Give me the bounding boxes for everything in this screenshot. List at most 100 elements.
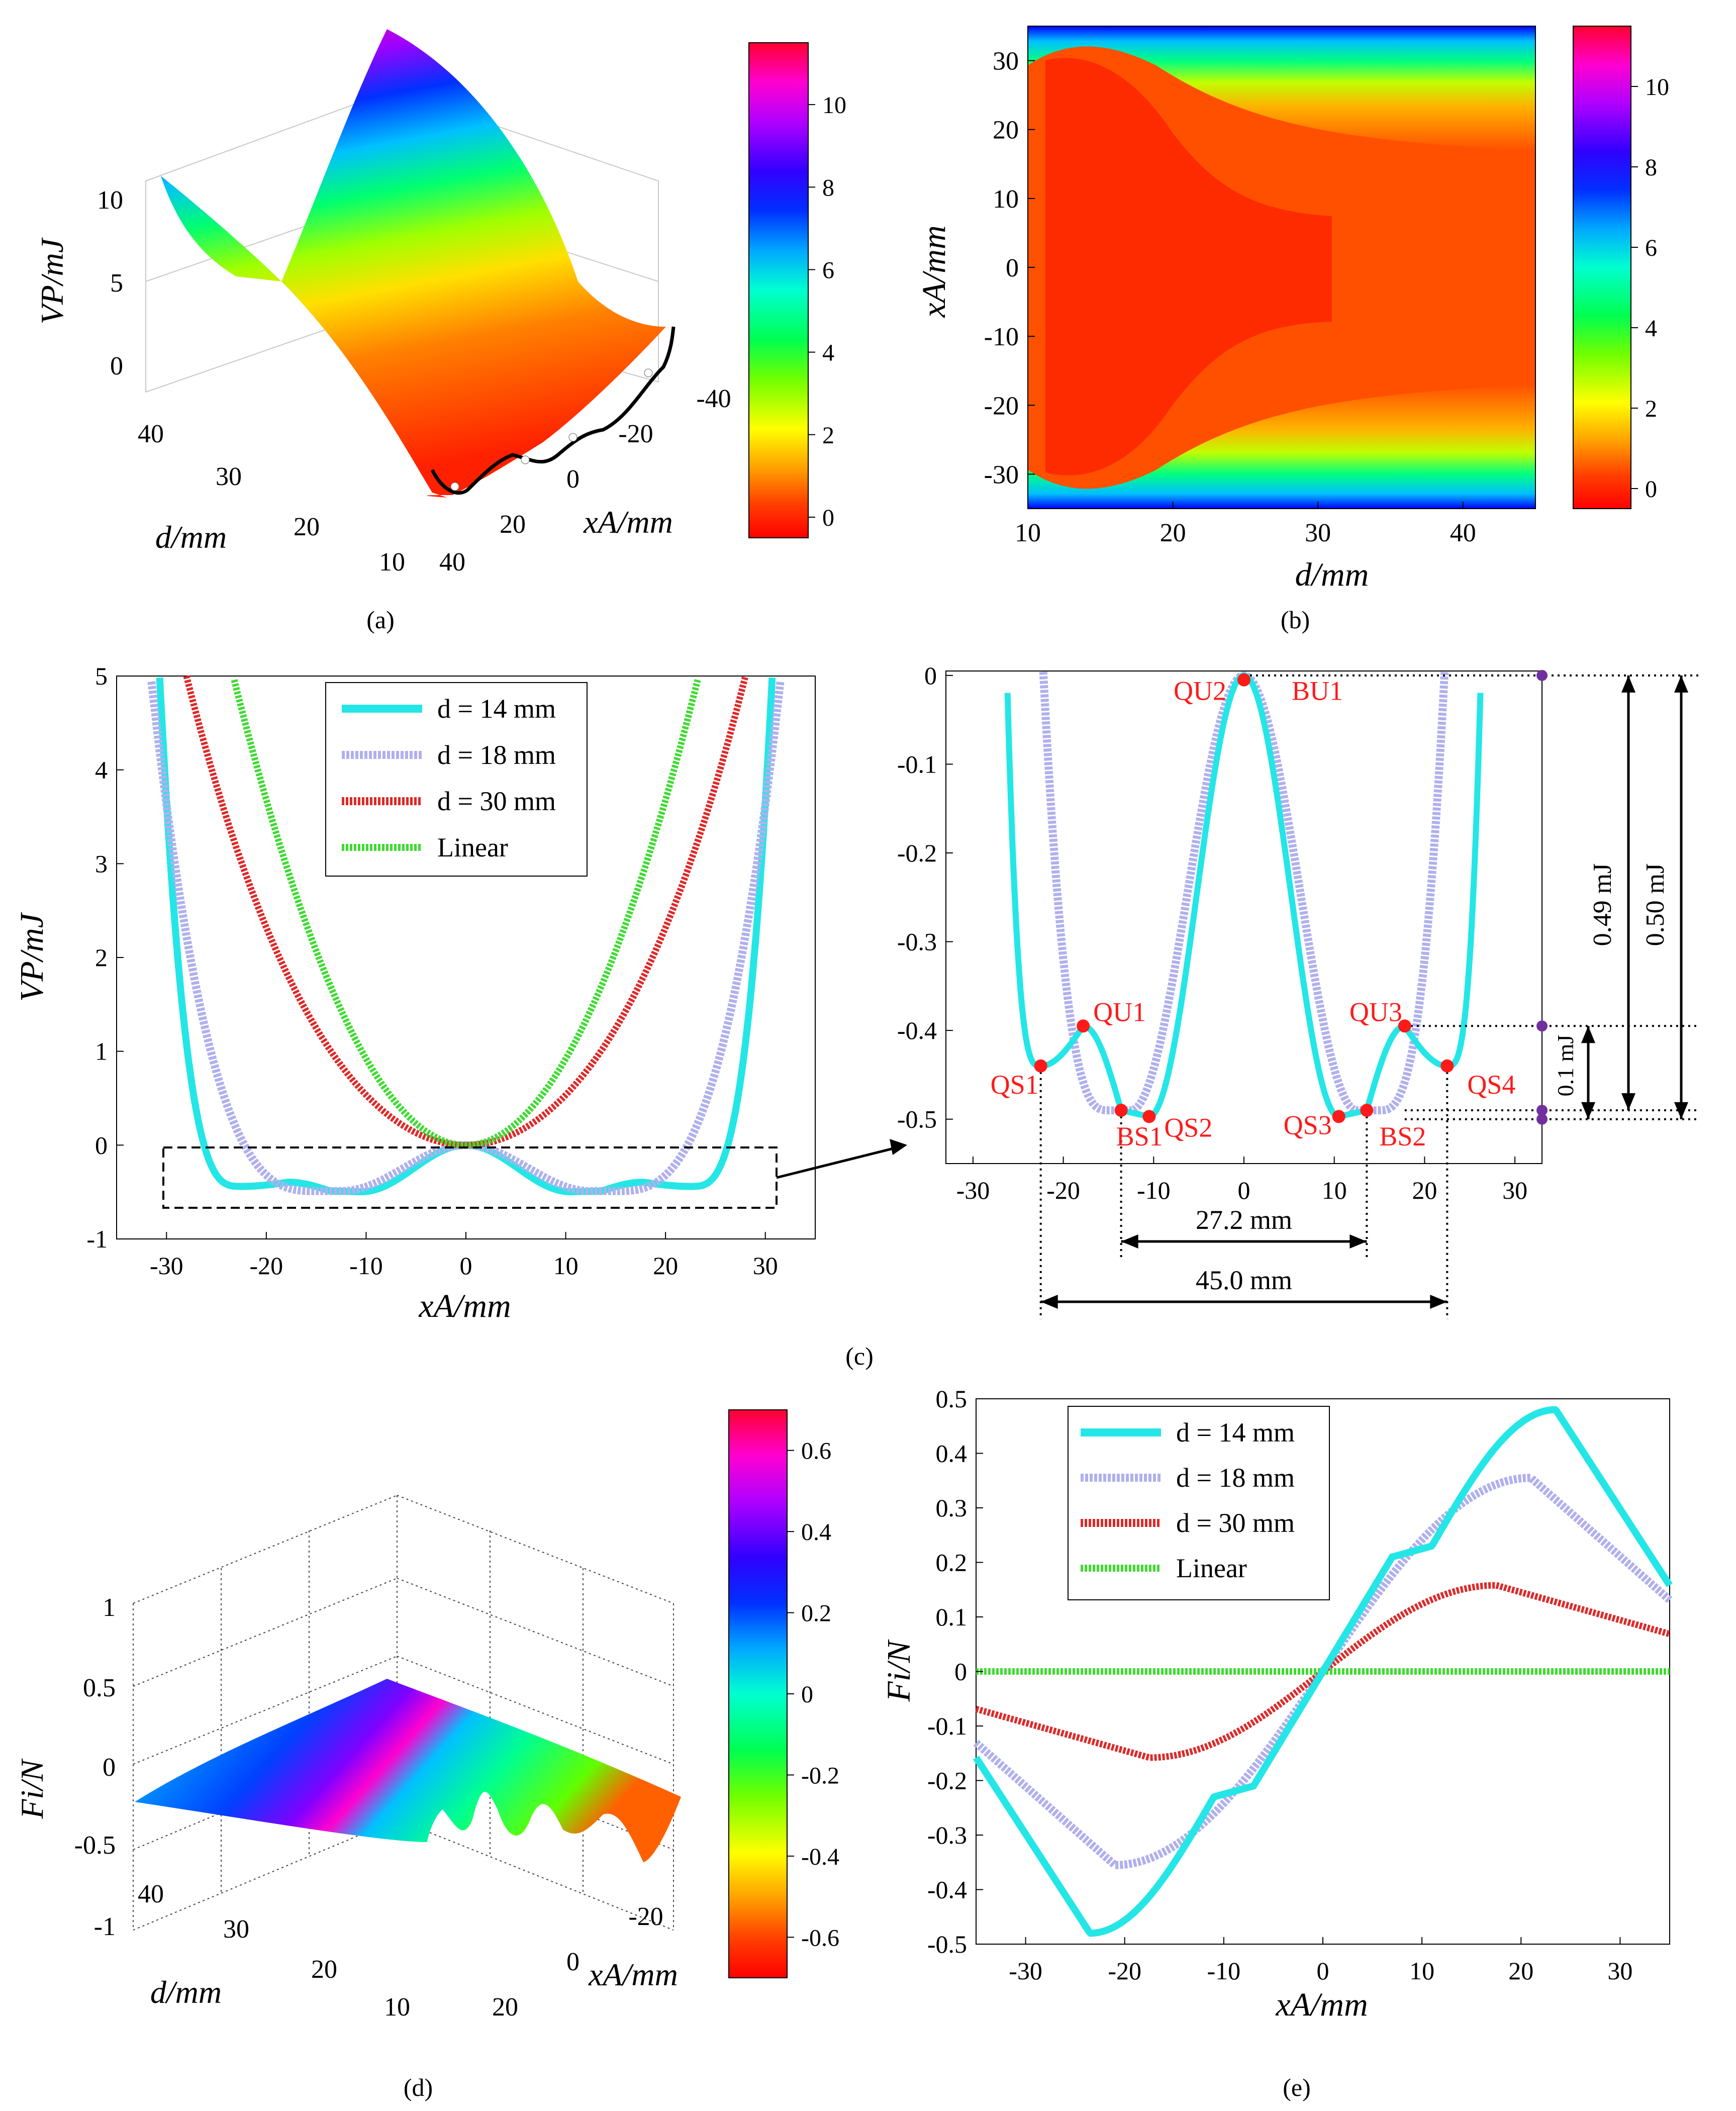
panel-a-surface	[161, 29, 666, 498]
panel-c-left-legend: d = 14 mm d = 18 mm d = 30 mm Linear	[325, 682, 588, 877]
legend-label-e-legend-3: Linear	[1176, 1553, 1247, 1583]
panel-d-colorbar	[728, 1409, 788, 1978]
e-xtick-6: 30	[1607, 1957, 1632, 1985]
e-xtick-5: 20	[1508, 1957, 1533, 1985]
c-right-arrow-050-head-bottom	[1674, 1102, 1688, 1119]
panel-c-right-x-ticks: -30 -20 -10 0 10 20 30	[956, 1157, 1527, 1204]
c-right-arrow-050-head-top	[1674, 675, 1688, 693]
d-ytick-0: 10	[384, 1993, 410, 2022]
panel-b-y-ticks: -30 -20 -10 0 10 20 30	[984, 47, 1035, 489]
panel-d-x-label: xA/mm	[588, 1957, 678, 1992]
colorbar-tick-a-cbticks-5: 10	[822, 92, 846, 119]
panel-c-right-annotations: 0.49 mJ 0.50 mJ 0.1 mJ 27.2 mm 45.0 mm	[1039, 669, 1699, 1319]
c-right-point-QS4	[1440, 1059, 1454, 1073]
c-right-span-272-head-right	[1349, 1234, 1367, 1249]
c-right-xtick-5: 20	[1412, 1176, 1437, 1204]
panel-d-y-ticks: 10 20 30 40	[138, 1880, 410, 2022]
c-left-xtick-2: -10	[349, 1252, 383, 1280]
a-ytick-3: 40	[138, 420, 164, 448]
c-right-point-QS3	[1332, 1110, 1345, 1123]
c-right-arrow-01-head-top	[1581, 1026, 1595, 1043]
panel-d-caption: (d)	[404, 2073, 433, 2101]
colorbar-tick-d-cbticks-4: 0.2	[801, 1600, 831, 1627]
b-xtick-0: 10	[1015, 519, 1041, 547]
e-ytick-8: 0.3	[936, 1494, 968, 1522]
c-right-point-label-BU1: BU1	[1292, 676, 1343, 706]
c-right-point-BS2	[1360, 1104, 1374, 1117]
panel-c-left-zoom-box	[162, 1146, 778, 1209]
c-right-xtick-1: -20	[1046, 1176, 1080, 1204]
c-left-series-3	[231, 679, 701, 1148]
panel-c-right-y-ticks: 0 -0.1 -0.2 -0.3 -0.4 -0.5	[897, 661, 953, 1133]
panel-d-colorbar-ticks: -0.6 -0.4 -0.2 0 0.2 0.4 0.6	[787, 1438, 839, 1951]
e-ytick-10: 0.5	[936, 1385, 968, 1413]
d-xtick-2: -20	[628, 1902, 663, 1931]
panel-e-caption: (e)	[1283, 2073, 1311, 2101]
legend-label-e-legend-2: d = 30 mm	[1176, 1508, 1295, 1538]
panel-c-left-y-ticks: -1 0 1 2 3 4 5	[86, 662, 124, 1253]
colorbar-tick-b-cbticks-5: 10	[1645, 74, 1669, 101]
c-left-ytick-4: 3	[95, 849, 108, 878]
panel-a-colorbar	[748, 42, 809, 538]
panel-e-line-plot: -30 -20 -10 0 10 20 30 -0.5 -0.4 -0.3 -0.2 -0.1 0 0.…	[881, 1385, 1673, 2101]
c-right-ytick-3: -0.3	[897, 928, 937, 956]
legend-label-cl-legend-0: d = 14 mm	[437, 694, 556, 724]
a-ztick-2: 10	[97, 186, 123, 215]
panel-a-z-label: VP/mJ	[34, 237, 70, 324]
d-ztick-1: -0.5	[74, 1831, 116, 1860]
c-right-level-marker-0	[1536, 669, 1548, 681]
c-left-xtick-4: 10	[553, 1252, 578, 1280]
colorbar-tick-d-cbticks-2: -0.2	[801, 1762, 839, 1789]
panel-e-x-label: xA/mm	[1275, 1986, 1368, 2023]
c-right-point-label-QU1: QU1	[1093, 997, 1146, 1027]
c-right-point-QS1	[1034, 1059, 1047, 1073]
e-ytick-9: 0.4	[936, 1440, 968, 1468]
panel-c-left-series	[147, 675, 785, 1196]
colorbar-tick-d-cbticks-5: 0.4	[801, 1519, 831, 1546]
e-ytick-5: 0	[954, 1658, 967, 1686]
e-ytick-0: -0.5	[927, 1930, 967, 1958]
panel-c-left-zoom-arrow	[776, 1146, 898, 1179]
c-right-xtick-4: 10	[1322, 1176, 1347, 1204]
e-xtick-3: 0	[1317, 1957, 1329, 1985]
b-ytick-5: 20	[993, 116, 1019, 145]
e-series-0	[973, 1406, 1673, 1937]
d-ztick-3: 0.5	[83, 1674, 116, 1702]
c-left-ytick-1: 0	[95, 1131, 108, 1159]
c-left-xtick-1: -20	[250, 1252, 283, 1280]
colorbar-tick-a-cbticks-4: 8	[822, 174, 834, 201]
b-ytick-1: -20	[984, 392, 1019, 420]
c-right-point-BS1	[1114, 1104, 1128, 1117]
d-xtick-0: 20	[492, 1993, 518, 2022]
colorbar-tick-b-cbticks-4: 8	[1645, 154, 1657, 181]
c-right-label-050: 0.50 mJ	[1641, 863, 1670, 946]
panel-d-z-label: Fi/N	[14, 1758, 50, 1819]
a-ytick-2: 30	[216, 462, 242, 491]
c-right-point-QU3	[1398, 1019, 1411, 1033]
panel-b-x-label: d/mm	[1295, 556, 1369, 593]
colorbar-tick-a-cbticks-2: 4	[822, 340, 834, 366]
legend-label-e-legend-0: d = 14 mm	[1176, 1417, 1295, 1448]
colorbar-tick-d-cbticks-3: 0	[801, 1681, 813, 1708]
panel-b-colorbar-ticks: 0 2 4 6 8 10	[1631, 74, 1669, 503]
colorbar-tick-d-cbticks-6: 0.6	[801, 1438, 831, 1465]
d-ytick-1: 20	[311, 1955, 337, 1984]
panel-c-left-x-ticks: -30 -20 -10 0 10 20 30	[150, 1232, 778, 1280]
panel-c-caption: (c)	[845, 1342, 874, 1370]
c-left-xtick-3: 0	[460, 1252, 472, 1280]
b-ytick-2: -10	[984, 323, 1019, 351]
colorbar-tick-b-cbticks-3: 6	[1645, 235, 1657, 261]
a-xtick-2: 0	[566, 465, 580, 494]
a-xtick-3: -20	[618, 420, 653, 448]
a-xtick-0: 40	[439, 548, 465, 577]
c-right-point-label-QS2: QS2	[1164, 1112, 1212, 1142]
b-xtick-1: 20	[1160, 519, 1186, 547]
a-ytick-1: 20	[294, 513, 320, 541]
c-right-span-450-head-left	[1040, 1295, 1058, 1309]
c-left-ytick-6: 5	[95, 662, 108, 690]
panel-c-right-points: QS1 QU1 BS1 QS2 QU2 BU1 QS3 BS2 QU3 QS4	[991, 673, 1515, 1152]
colorbar-tick-a-cbticks-1: 2	[822, 422, 834, 449]
panel-c-right-zoom-plot: -30 -20 -10 0 10 20 30 0 -0.1 -0.2 -0.3 -0.4 -0.5 0…	[897, 661, 1699, 1319]
